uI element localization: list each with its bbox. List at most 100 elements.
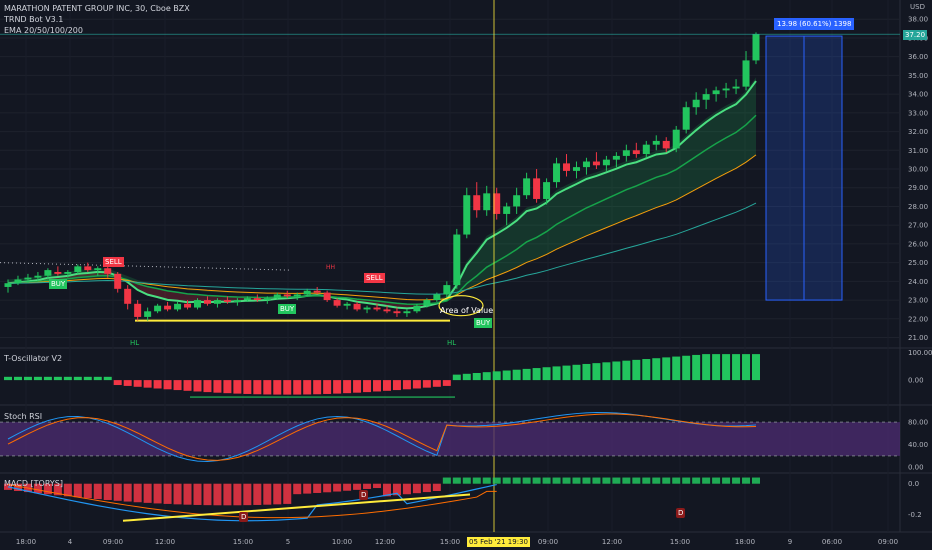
osc-bar xyxy=(353,380,362,393)
macd-histogram-bar xyxy=(432,483,441,491)
macd-histogram-bar xyxy=(223,483,232,506)
macd-histogram-bar xyxy=(283,483,292,504)
osc-bar xyxy=(213,380,222,393)
candle-body xyxy=(453,234,461,286)
candle-body xyxy=(203,300,211,304)
macd-histogram-bar xyxy=(313,483,322,493)
osc-bar xyxy=(682,355,691,381)
macd-trendline xyxy=(122,493,471,522)
osc-bar xyxy=(552,366,561,381)
candle-body xyxy=(34,275,42,278)
osc-bar xyxy=(163,380,172,390)
price-tick-label: 35.00 xyxy=(908,72,928,80)
macd-histogram-bar xyxy=(542,477,551,484)
price-tick-label: 21.00 xyxy=(908,334,928,342)
price-tick-label: 38.00 xyxy=(908,16,928,24)
candle-body xyxy=(134,303,142,317)
macd-histogram-bar xyxy=(113,483,122,501)
osc-bar xyxy=(692,354,701,381)
osc-bar xyxy=(103,376,112,381)
time-tick-label: 5 xyxy=(286,538,290,546)
osc-tick-label: 100.00 xyxy=(908,349,932,357)
candle-body xyxy=(114,273,122,289)
macd-histogram-bar xyxy=(33,483,42,494)
candle-body xyxy=(363,307,371,310)
macd-histogram-bar xyxy=(472,477,481,484)
macd-histogram-bar xyxy=(672,477,681,484)
candle-body xyxy=(612,155,620,160)
osc-bar xyxy=(642,359,651,381)
osc-bar xyxy=(572,364,581,381)
osc-bar xyxy=(472,372,481,381)
osc-bar xyxy=(582,363,591,381)
osc-bar xyxy=(502,370,511,381)
macd-histogram-bar xyxy=(153,483,162,504)
macd-histogram-bar xyxy=(402,483,411,495)
candle-body xyxy=(343,303,351,306)
candle-body xyxy=(403,311,411,314)
osc-bar xyxy=(542,367,551,381)
macd-histogram-bar xyxy=(203,483,212,506)
time-tick-label: 9 xyxy=(788,538,792,546)
osc-bar xyxy=(752,354,760,381)
price-tick-label: 27.00 xyxy=(908,222,928,230)
candle-body xyxy=(124,288,132,304)
macd-histogram-bar xyxy=(333,483,342,492)
macd-histogram-bar xyxy=(353,483,362,490)
osc-bar xyxy=(722,354,731,381)
candle-body xyxy=(443,285,451,295)
macd-histogram-bar xyxy=(512,477,521,484)
higher-high-label: HH xyxy=(326,264,336,271)
stoch-tick-label: 80.00 xyxy=(908,419,928,427)
macd-histogram-bar xyxy=(742,477,751,484)
macd-histogram-bar xyxy=(143,483,152,503)
stoch-tick-label: 40.00 xyxy=(908,441,928,449)
macd-histogram-bar xyxy=(163,483,172,504)
candle-body xyxy=(74,266,82,272)
osc-bar xyxy=(382,380,391,391)
time-tick-label: 15:00 xyxy=(440,538,460,546)
candle-body xyxy=(54,271,62,274)
pane-label-oscillator: T-Oscillator V2 xyxy=(4,354,63,363)
price-tick-label: 36.00 xyxy=(908,53,928,61)
candle-body xyxy=(493,193,501,214)
macd-histogram-bar xyxy=(43,483,52,495)
osc-bar xyxy=(183,380,192,391)
price-tick-label: 26.00 xyxy=(908,240,928,248)
candle-body xyxy=(732,86,740,89)
osc-bar xyxy=(33,376,42,381)
time-tick-label: 4 xyxy=(68,538,73,546)
osc-bar xyxy=(43,376,52,381)
osc-bar xyxy=(672,356,681,381)
price-tick-label: 32.00 xyxy=(908,128,928,136)
macd-histogram-bar xyxy=(482,477,491,484)
candle-body xyxy=(293,294,301,297)
osc-bar xyxy=(93,376,102,381)
ema-cloud xyxy=(8,77,756,301)
stoch-rsi-pane xyxy=(0,412,900,463)
macd-histogram-bar xyxy=(133,483,142,503)
macd-histogram-bar xyxy=(752,477,760,484)
osc-bar xyxy=(462,373,471,381)
macd-histogram-bar xyxy=(612,477,621,484)
candle-body xyxy=(513,195,521,207)
macd-histogram-bar xyxy=(93,483,102,500)
candle-body xyxy=(263,298,271,301)
measure-label: 13.98 (60.61%) 1398 xyxy=(774,18,855,30)
candle-body xyxy=(193,300,201,308)
candle-body xyxy=(543,182,551,199)
time-tick-label: 18:00 xyxy=(16,538,36,546)
osc-bar xyxy=(592,363,601,381)
candle-body xyxy=(174,303,182,310)
candle-body xyxy=(144,311,152,317)
ema-20-line xyxy=(7,80,757,310)
macd-histogram-bar xyxy=(442,477,451,484)
candle-body xyxy=(383,309,391,312)
macd-histogram-bar xyxy=(263,483,272,505)
stoch-band xyxy=(0,422,900,456)
price-tick-label: 28.00 xyxy=(908,203,928,211)
osc-bar xyxy=(4,376,12,381)
macd-histogram-bar xyxy=(343,483,352,491)
macd-histogram-bar xyxy=(73,483,82,498)
candle-body xyxy=(563,163,571,171)
